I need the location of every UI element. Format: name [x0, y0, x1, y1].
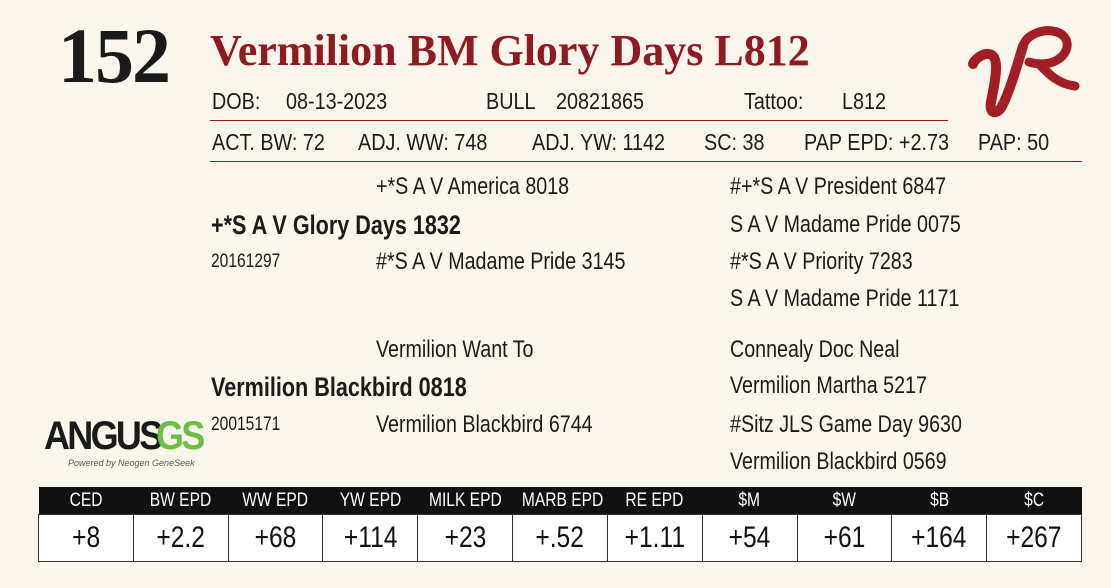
epd-value-row: +8 +2.2 +68 +114 +23 +.52 +1.11 +54 +61 …	[38, 514, 1082, 562]
sire-dam: #*S A V Madame Pride 3145	[376, 248, 626, 275]
epd-header-ced: CED	[38, 487, 134, 515]
scrotal-circumference: SC: 38	[704, 129, 765, 155]
epd-header-yw: YW EPD	[322, 487, 418, 515]
adjusted-yearling-weight: ADJ. YW: 1142	[532, 129, 666, 155]
dam-registration: 20015171	[211, 414, 281, 435]
sire-registration: 20161297	[211, 251, 281, 272]
dob-value: 08-13-2023	[286, 88, 388, 114]
epd-header-m: $M	[702, 487, 797, 515]
epd-header-bw: BW EPD	[133, 487, 229, 515]
epd-header-c: $C	[986, 487, 1082, 515]
dam-name: Vermilion Blackbird 0818	[211, 372, 467, 402]
divider-bottom	[210, 161, 1082, 162]
lot-number: 152	[58, 12, 171, 99]
sire-dam-dam: S A V Madame Pride 1171	[730, 285, 960, 312]
epd-value-c: +267	[986, 514, 1082, 562]
epd-header-ww: WW EPD	[228, 487, 323, 515]
divider-top	[210, 120, 948, 121]
sex-value: BULL	[486, 88, 536, 114]
epd-value-w: +61	[796, 514, 893, 562]
epd-header-milk: MILK EPD	[417, 487, 513, 515]
angus-logo-tagline: Powered by Neogen GeneSeek	[68, 458, 195, 468]
dam-sire-sire: Connealy Doc Neal	[730, 336, 900, 363]
epd-value-b: +164	[891, 514, 988, 562]
vermilion-ranch-logo-icon	[968, 26, 1080, 118]
epd-value-re: +1.11	[606, 514, 703, 562]
dam-sire: Vermilion Want To	[376, 336, 534, 363]
sire-name: +*S A V Glory Days 1832	[211, 210, 461, 240]
epd-value-m: +54	[701, 514, 798, 562]
pap-value: PAP: 50	[978, 129, 1050, 155]
dob-label: DOB:	[212, 88, 261, 114]
dam-dam-sire: #Sitz JLS Game Day 9630	[730, 411, 962, 438]
dam-sire-dam: Vermilion Martha 5217	[730, 372, 927, 399]
sire-sire-dam: S A V Madame Pride 0075	[730, 211, 961, 238]
registration-number: 20821865	[556, 88, 645, 114]
sire-sire-sire: #+*S A V President 6847	[730, 173, 947, 200]
sire-dam-sire: #*S A V Priority 7283	[730, 248, 913, 275]
epd-value-ww: +68	[227, 514, 324, 562]
angus-logo-text: ANGUS	[44, 414, 163, 458]
epd-value-milk: +23	[417, 514, 514, 562]
tattoo-label: Tattoo:	[744, 88, 804, 114]
epd-value-marb: +.52	[512, 514, 608, 562]
epd-header-row: CED BW EPD WW EPD YW EPD MILK EPD MARB E…	[38, 487, 1082, 515]
dam-dam: Vermilion Blackbird 6744	[376, 411, 593, 438]
angus-gs-logo: ANGUS GS Powered by Neogen GeneSeek	[44, 414, 205, 476]
adjusted-weaning-weight: ADJ. WW: 748	[358, 129, 488, 155]
epd-header-w: $W	[797, 487, 892, 515]
epd-value-ced: +8	[38, 514, 134, 562]
sire-sire: +*S A V America 8018	[376, 173, 570, 200]
actual-birth-weight: ACT. BW: 72	[212, 129, 325, 155]
epd-value-bw: +2.2	[132, 514, 229, 562]
tattoo-value: L812	[842, 88, 887, 114]
angus-logo-gs: GS	[156, 414, 205, 458]
dam-dam-dam: Vermilion Blackbird 0569	[730, 448, 947, 475]
epd-table: CED BW EPD WW EPD YW EPD MILK EPD MARB E…	[38, 487, 1082, 562]
epd-header-marb: MARB EPD	[512, 487, 608, 515]
epd-value-yw: +114	[322, 514, 419, 562]
pap-epd: PAP EPD: +2.73	[804, 129, 949, 155]
epd-header-b: $B	[891, 487, 987, 515]
animal-name: Vermilion BM Glory Days L812	[210, 26, 810, 75]
epd-header-re: RE EPD	[607, 487, 703, 515]
